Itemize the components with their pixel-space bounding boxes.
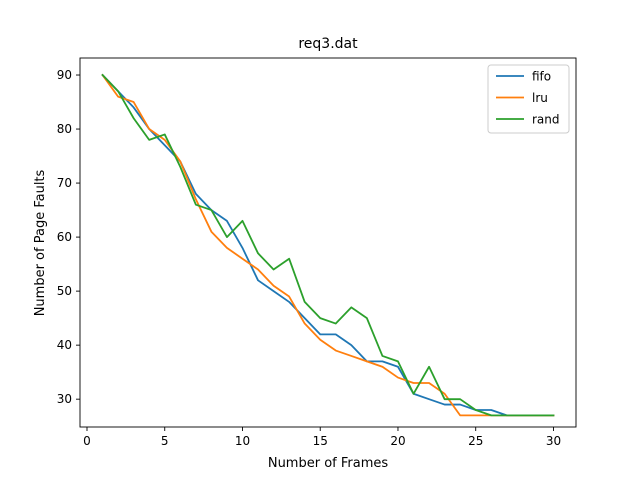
legend-label-rand: rand [532,113,560,127]
legend-label-lru: lru [532,91,548,105]
axes-frame [79,57,577,428]
y-tick-label-90: 90 [57,68,72,82]
x-tick-label-25: 25 [468,434,483,448]
chart-title: req3.dat [298,36,358,52]
x-tick-label-20: 20 [390,434,405,448]
y-tick-label-80: 80 [57,122,72,136]
y-tick-label-50: 50 [57,284,72,298]
x-tick-label-10: 10 [235,434,250,448]
y-tick-label-30: 30 [57,392,72,406]
y-axis-label: Number of Page Faults [33,169,48,316]
x-tick-label-0: 0 [83,434,91,448]
x-tick-label-30: 30 [546,434,561,448]
y-tick-label-70: 70 [57,176,72,190]
x-tick-label-15: 15 [313,434,328,448]
y-tick-label-40: 40 [57,338,72,352]
y-tick-label-60: 60 [57,230,72,244]
x-axis-label: Number of Frames [268,456,389,471]
legend-label-fifo: fifo [532,70,551,84]
series-line-lru [101,73,555,417]
plot-area: 0 5 10 15 20 25 30 30 40 50 60 70 80 90 fifo lru rand [57,57,577,448]
legend-box [487,64,570,134]
x-tick-label-5: 5 [161,434,169,448]
series-line-rand [101,73,555,417]
